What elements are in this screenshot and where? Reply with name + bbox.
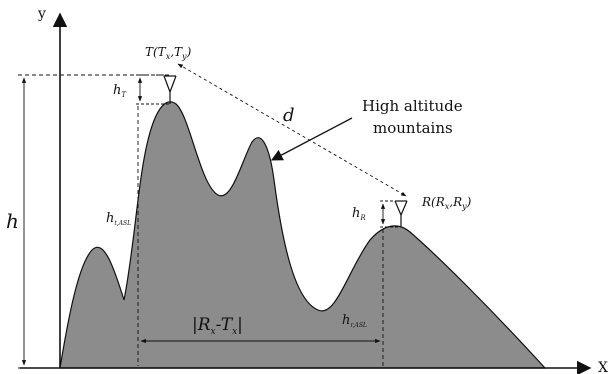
hrASL-label: hr,ASL xyxy=(342,313,367,329)
terrain-profile xyxy=(59,101,547,369)
h-label: h xyxy=(6,209,19,233)
mountain-callout-line1: High altitude xyxy=(362,97,463,115)
transmitter-antenna xyxy=(163,75,177,104)
x-axis-label: X xyxy=(598,360,608,374)
htASL-label: ht,ASL xyxy=(106,211,131,227)
distance-d-line xyxy=(177,63,407,197)
mountain-callout-line2: mountains xyxy=(373,119,453,137)
distance-d-label: d xyxy=(283,105,295,126)
horizontal-distance-label: |Rx-Tx| xyxy=(192,315,243,337)
receiver-label: R(Rx,Ry) xyxy=(421,195,472,211)
mountain-callout-arrow xyxy=(270,117,353,161)
hR-label: hR xyxy=(352,206,366,222)
transmitter-label: T(Tx,Ty) xyxy=(145,45,192,61)
receiver-antenna xyxy=(394,200,408,227)
y-axis-label: y xyxy=(37,6,46,22)
hT-label: hT xyxy=(113,83,127,99)
